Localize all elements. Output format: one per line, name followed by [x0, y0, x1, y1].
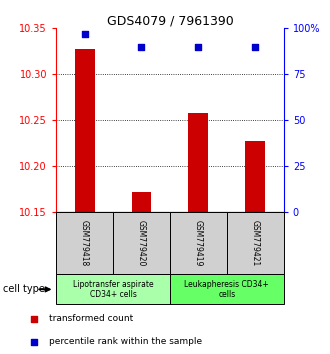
Bar: [132, 192, 151, 212]
Text: Lipotransfer aspirate
CD34+ cells: Lipotransfer aspirate CD34+ cells: [73, 280, 153, 299]
Bar: [75, 48, 94, 212]
Point: [196, 44, 201, 50]
Point: [32, 339, 37, 345]
Point: [253, 44, 258, 50]
Point: [139, 44, 144, 50]
Text: GSM779420: GSM779420: [137, 220, 146, 267]
Bar: [56, 212, 113, 274]
Text: Leukapheresis CD34+
cells: Leukapheresis CD34+ cells: [184, 280, 269, 299]
Bar: [170, 212, 227, 274]
Bar: [56, 274, 170, 304]
Text: cell type: cell type: [3, 284, 45, 295]
Text: GSM779418: GSM779418: [80, 220, 89, 267]
Point: [32, 316, 37, 321]
Title: GDS4079 / 7961390: GDS4079 / 7961390: [107, 14, 233, 27]
Bar: [227, 212, 284, 274]
Text: percentile rank within the sample: percentile rank within the sample: [49, 337, 202, 347]
Bar: [188, 113, 208, 212]
Text: GSM779421: GSM779421: [251, 220, 260, 267]
Point: [82, 31, 87, 37]
Text: GSM779419: GSM779419: [194, 220, 203, 267]
Bar: [170, 274, 284, 304]
Text: transformed count: transformed count: [49, 314, 133, 323]
Bar: [246, 141, 265, 212]
Bar: [113, 212, 170, 274]
